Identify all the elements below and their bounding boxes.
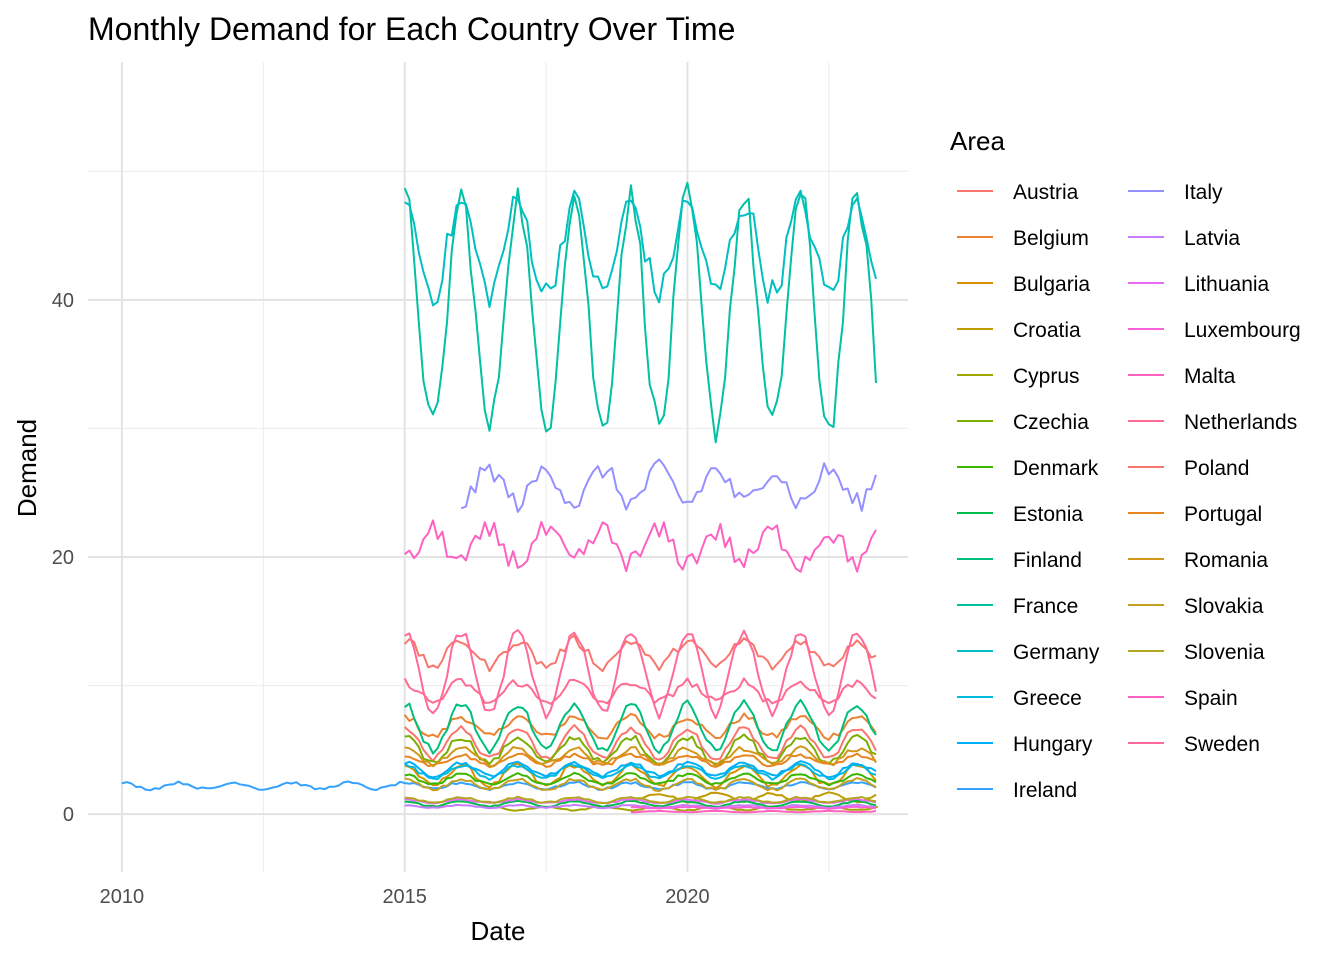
legend-item-lithuania: Lithuania [1128, 273, 1270, 296]
series-line-portugal [404, 752, 877, 769]
series-line-greece [404, 763, 877, 781]
y-axis-title: Demand [12, 419, 42, 517]
legend-item-netherlands: Netherlands [1128, 411, 1297, 434]
series-line-austria [404, 724, 877, 762]
x-axis-title: Date [471, 916, 526, 946]
legend-item-croatia: Croatia [957, 319, 1081, 342]
x-tick-label: 2020 [665, 886, 710, 908]
legend-label: Malta [1184, 365, 1236, 388]
legend-label: Croatia [1013, 319, 1081, 342]
legend-label: Belgium [1013, 227, 1089, 250]
legend-label: Ireland [1013, 779, 1077, 802]
legend-label: Czechia [1013, 411, 1089, 434]
legend-label: Portugal [1184, 503, 1262, 526]
legend-label: Bulgaria [1013, 273, 1090, 296]
chart-title: Monthly Demand for Each Country Over Tim… [88, 11, 735, 47]
legend-item-germany: Germany [957, 641, 1100, 664]
series-line-bulgaria [404, 762, 877, 790]
legend-item-latvia: Latvia [1128, 227, 1240, 250]
y-axis: 0 20 40 [52, 290, 74, 826]
series-line-hungary [404, 760, 877, 779]
legend-label: Austria [1013, 181, 1079, 204]
legend-item-denmark: Denmark [957, 457, 1099, 480]
series-line-france [403, 181, 877, 444]
legend-label: Latvia [1184, 227, 1240, 250]
legend-item-spain: Spain [1128, 687, 1238, 710]
series-line-malta [630, 809, 877, 814]
series-line-spain [404, 519, 877, 573]
legend-label: Germany [1013, 641, 1100, 664]
legend-label: Spain [1184, 687, 1238, 710]
legend-item-luxembourg: Luxembourg [1128, 319, 1301, 342]
y-tick-label: 20 [52, 547, 74, 569]
series-line-poland [403, 634, 877, 673]
legend: Austria Belgium Bulgaria Croatia Cyprus Czech… [957, 181, 1301, 802]
series-lines [121, 181, 879, 814]
series-line-romania [404, 745, 877, 768]
series-line-czechia [404, 733, 877, 767]
legend-label: Romania [1184, 549, 1268, 572]
series-line-estonia [404, 799, 877, 808]
series-line-finland [404, 698, 877, 755]
legend-item-malta: Malta [1128, 365, 1236, 388]
legend-item-greece: Greece [957, 687, 1082, 710]
legend-item-romania: Romania [1128, 549, 1268, 572]
legend-label: Slovenia [1184, 641, 1265, 664]
series-line-italy [460, 458, 877, 513]
legend-item-bulgaria: Bulgaria [957, 273, 1090, 296]
x-tick-label: 2010 [100, 886, 145, 908]
legend-item-belgium: Belgium [957, 227, 1089, 250]
legend-label: Greece [1013, 687, 1082, 710]
legend-item-italy: Italy [1128, 181, 1223, 204]
series-line-germany [404, 189, 877, 308]
legend-item-ireland: Ireland [957, 779, 1077, 802]
legend-label: Italy [1184, 181, 1223, 204]
series-line-sweden [404, 629, 877, 720]
legend-item-portugal: Portugal [1128, 503, 1262, 526]
legend-label: Hungary [1013, 733, 1093, 756]
legend-title: Area [950, 126, 1005, 156]
series-line-slovakia [404, 777, 877, 793]
legend-item-poland: Poland [1128, 457, 1249, 480]
legend-label: France [1013, 595, 1078, 618]
legend-item-slovenia: Slovenia [1128, 641, 1265, 664]
y-tick-label: 40 [52, 290, 74, 312]
legend-label: Luxembourg [1184, 319, 1301, 342]
legend-label: Finland [1013, 549, 1082, 572]
x-tick-label: 2015 [382, 886, 427, 908]
legend-label: Sweden [1184, 733, 1260, 756]
series-line-netherlands [403, 677, 877, 705]
legend-label: Lithuania [1184, 273, 1270, 296]
legend-item-czechia: Czechia [957, 411, 1089, 434]
legend-item-sweden: Sweden [1128, 733, 1260, 756]
legend-label: Estonia [1013, 503, 1083, 526]
legend-label: Poland [1184, 457, 1249, 480]
legend-item-finland: Finland [957, 549, 1082, 572]
series-line-luxembourg [630, 805, 877, 810]
legend-item-cyprus: Cyprus [957, 365, 1080, 388]
y-tick-label: 0 [63, 804, 74, 826]
legend-label: Cyprus [1013, 365, 1080, 388]
legend-item-slovakia: Slovakia [1128, 595, 1264, 618]
series-line-belgium [403, 712, 877, 741]
legend-item-estonia: Estonia [957, 503, 1083, 526]
legend-item-hungary: Hungary [957, 733, 1093, 756]
legend-label: Denmark [1013, 457, 1099, 480]
legend-label: Slovakia [1184, 595, 1264, 618]
x-axis: 2010 2015 2020 [100, 886, 710, 908]
legend-item-france: France [957, 595, 1078, 618]
legend-item-austria: Austria [957, 181, 1079, 204]
series-line-denmark [404, 771, 877, 787]
series-line-slovenia [404, 795, 877, 805]
grid [88, 62, 908, 872]
legend-label: Netherlands [1184, 411, 1297, 434]
